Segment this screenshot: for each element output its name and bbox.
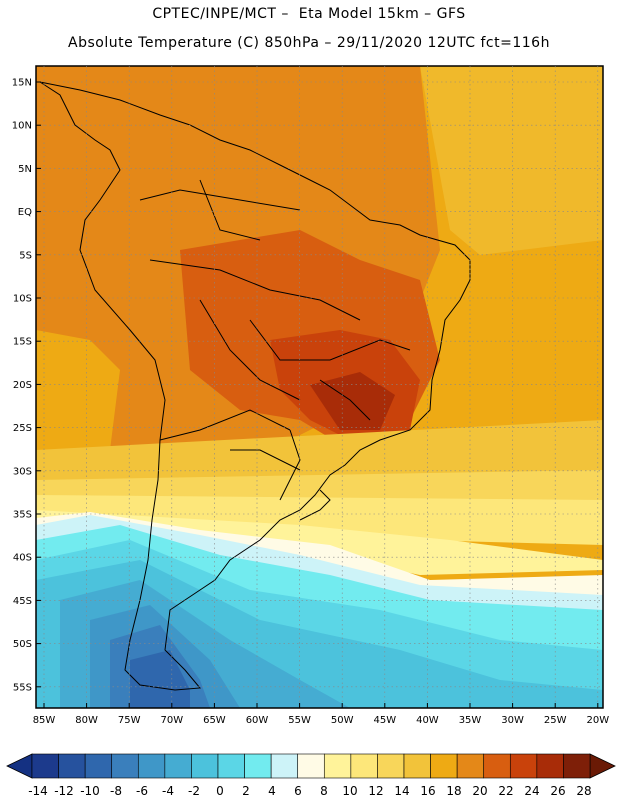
lat-tick-label: 10S bbox=[13, 294, 32, 305]
longitude-labels: 85W 80W 75W 70W 65W 60W 55W 50W 45W 40W 35W 30W 25W 2… bbox=[33, 715, 610, 726]
colorbar-swatch bbox=[456, 753, 485, 779]
lat-tick-label: 50S bbox=[13, 639, 32, 650]
colorbar-swatch bbox=[84, 753, 113, 779]
lon-tick-label: 35W bbox=[459, 715, 482, 726]
colorbar-swatch bbox=[191, 753, 219, 779]
lon-tick-label: 20W bbox=[586, 715, 609, 726]
lon-tick-label: 25W bbox=[544, 715, 567, 726]
lat-tick-label: 5N bbox=[18, 164, 32, 175]
colorbar-swatch bbox=[244, 753, 272, 779]
colorbar-swatch bbox=[297, 753, 325, 779]
colorbar-label: 10 bbox=[342, 784, 357, 798]
colorbar-label: -8 bbox=[110, 784, 122, 798]
lon-tick-label: 70W bbox=[160, 715, 183, 726]
colorbar-label: -12 bbox=[54, 784, 74, 798]
colorbar-label: 2 bbox=[242, 784, 250, 798]
colorbar-swatch bbox=[217, 753, 245, 779]
colorbar-swatch bbox=[509, 753, 538, 779]
graticule bbox=[36, 66, 603, 708]
colorbar-swatch bbox=[350, 753, 378, 779]
colorbar-label: 4 bbox=[268, 784, 276, 798]
temperature-field bbox=[36, 66, 603, 708]
colorbar-label: -14 bbox=[28, 784, 48, 798]
colorbar-label: 16 bbox=[420, 784, 435, 798]
colorbar-swatch bbox=[164, 753, 192, 779]
lat-tick-label: 55S bbox=[13, 682, 32, 693]
lat-tick-label: 35S bbox=[13, 510, 32, 521]
colorbar-swatch bbox=[403, 753, 431, 779]
colorbar-label: -6 bbox=[136, 784, 148, 798]
lon-tick-label: 50W bbox=[331, 715, 354, 726]
colorbar-label: 22 bbox=[498, 784, 513, 798]
lat-tick-label: 10N bbox=[12, 121, 32, 132]
lon-tick-label: 60W bbox=[246, 715, 269, 726]
lon-tick-label: 40W bbox=[416, 715, 439, 726]
lat-tick-label: 15N bbox=[12, 78, 32, 89]
latitude-labels: 15N 10N 5N EQ 5S 10S 15S 20S 25S 30S 35S 40S 45S 50S 5… bbox=[12, 78, 32, 694]
lat-tick-label: 20S bbox=[13, 380, 32, 391]
colorbar-high-arrow bbox=[589, 753, 616, 779]
lat-tick-label: 15S bbox=[13, 337, 32, 348]
lon-tick-label: 30W bbox=[501, 715, 524, 726]
colorbar-label: -4 bbox=[162, 784, 174, 798]
colorbar-swatch bbox=[270, 753, 299, 779]
colorbar-label: 14 bbox=[394, 784, 409, 798]
colorbar-swatch bbox=[430, 753, 458, 779]
colorbar: -14 -12 -10 -8 -6 -4 -2 0 2 4 6 8 10 12 14 16 18 20 22 24 26… bbox=[6, 753, 616, 798]
colorbar-label: 18 bbox=[446, 784, 461, 798]
colorbar-label: 0 bbox=[216, 784, 224, 798]
lon-tick-label: 55W bbox=[288, 715, 311, 726]
colorbar-swatch bbox=[536, 753, 564, 779]
map-frame bbox=[35, 65, 604, 709]
colorbar-swatch bbox=[58, 753, 86, 779]
colorbar-label: -2 bbox=[188, 784, 200, 798]
colorbar-label: 8 bbox=[320, 784, 328, 798]
colorbar-swatch bbox=[323, 753, 352, 779]
colorbar-swatch bbox=[111, 753, 139, 779]
lat-tick-label: 30S bbox=[13, 466, 32, 477]
colorbar-label: 20 bbox=[472, 784, 487, 798]
lat-tick-label: EQ bbox=[18, 207, 32, 218]
colorbar-label: 26 bbox=[550, 784, 565, 798]
colorbar-label: 28 bbox=[576, 784, 591, 798]
lon-tick-label: 65W bbox=[203, 715, 226, 726]
colorbar-low-arrow bbox=[6, 753, 33, 779]
lon-tick-label: 45W bbox=[373, 715, 396, 726]
map-subtitle: Absolute Temperature (C) 850hPa – 29/11/… bbox=[68, 35, 550, 51]
colorbar-swatch bbox=[483, 753, 511, 779]
colorbar-swatch bbox=[31, 753, 59, 779]
lat-tick-label: 25S bbox=[13, 423, 32, 434]
colorbar-swatch bbox=[563, 753, 591, 779]
colorbar-swatch bbox=[377, 753, 405, 779]
lat-tick-label: 45S bbox=[13, 596, 32, 607]
lat-tick-label: 5S bbox=[19, 250, 32, 261]
lon-tick-label: 85W bbox=[33, 715, 56, 726]
colorbar-label: 6 bbox=[294, 784, 302, 798]
colorbar-label: -10 bbox=[80, 784, 100, 798]
lon-tick-label: 80W bbox=[75, 715, 98, 726]
colorbar-swatch bbox=[137, 753, 166, 779]
map-title: CPTEC/INPE/MCT – Eta Model 15km – GFS bbox=[152, 6, 466, 22]
coastline-outline bbox=[39, 81, 471, 691]
colorbar-label: 24 bbox=[524, 784, 539, 798]
colorbar-label: 12 bbox=[368, 784, 383, 798]
lon-tick-label: 75W bbox=[118, 715, 141, 726]
lat-tick-label: 40S bbox=[13, 553, 32, 564]
